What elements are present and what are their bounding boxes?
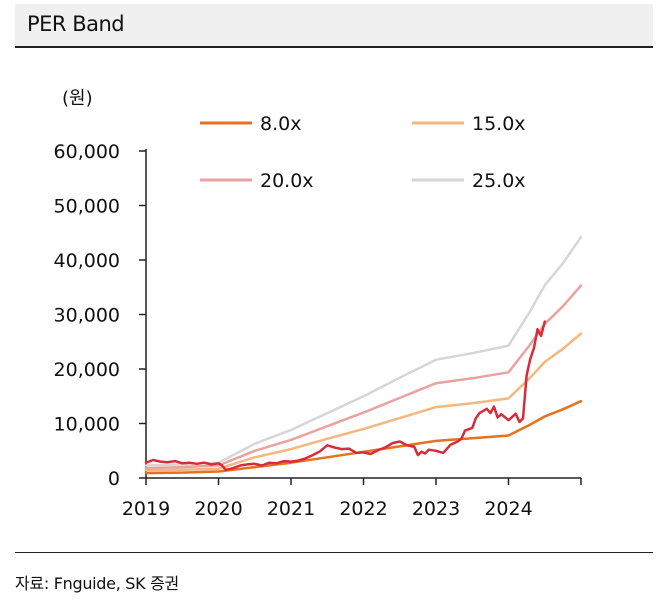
- series-line-20-0x: [144, 284, 583, 470]
- legend-label: 8.0x: [260, 113, 301, 135]
- source-note: 자료: Fnguide, SK 증권: [15, 574, 179, 593]
- y-tick-label: 20,000: [54, 359, 120, 381]
- legend-label: 15.0x: [472, 113, 526, 135]
- series-line-15-0x: [144, 332, 583, 472]
- x-tick-label: 2021: [267, 498, 315, 520]
- x-tick-label: 2024: [484, 498, 532, 520]
- x-tick-label: 2022: [339, 498, 387, 520]
- x-tick-label: 2019: [122, 498, 170, 520]
- price-line: [144, 320, 547, 472]
- series-line-25-0x: [144, 235, 583, 467]
- x-tick-label: 2020: [194, 498, 242, 520]
- chart-title: PER Band: [27, 12, 125, 36]
- y-tick-label: 40,000: [54, 250, 120, 272]
- legend-label: 25.0x: [472, 170, 526, 192]
- y-tick-label: 10,000: [54, 414, 120, 436]
- series-line-8-0x: [144, 399, 583, 475]
- legend-label: 20.0x: [260, 170, 314, 192]
- y-unit-label: (원): [62, 88, 93, 109]
- title-bar: PER Band: [15, 4, 653, 48]
- footer-divider: [15, 552, 653, 553]
- y-tick-label: 30,000: [54, 305, 120, 327]
- y-tick-label: 0: [108, 468, 120, 490]
- x-tick-label: 2023: [412, 498, 460, 520]
- y-tick-label: 60,000: [54, 141, 120, 163]
- y-tick-label: 50,000: [54, 196, 120, 218]
